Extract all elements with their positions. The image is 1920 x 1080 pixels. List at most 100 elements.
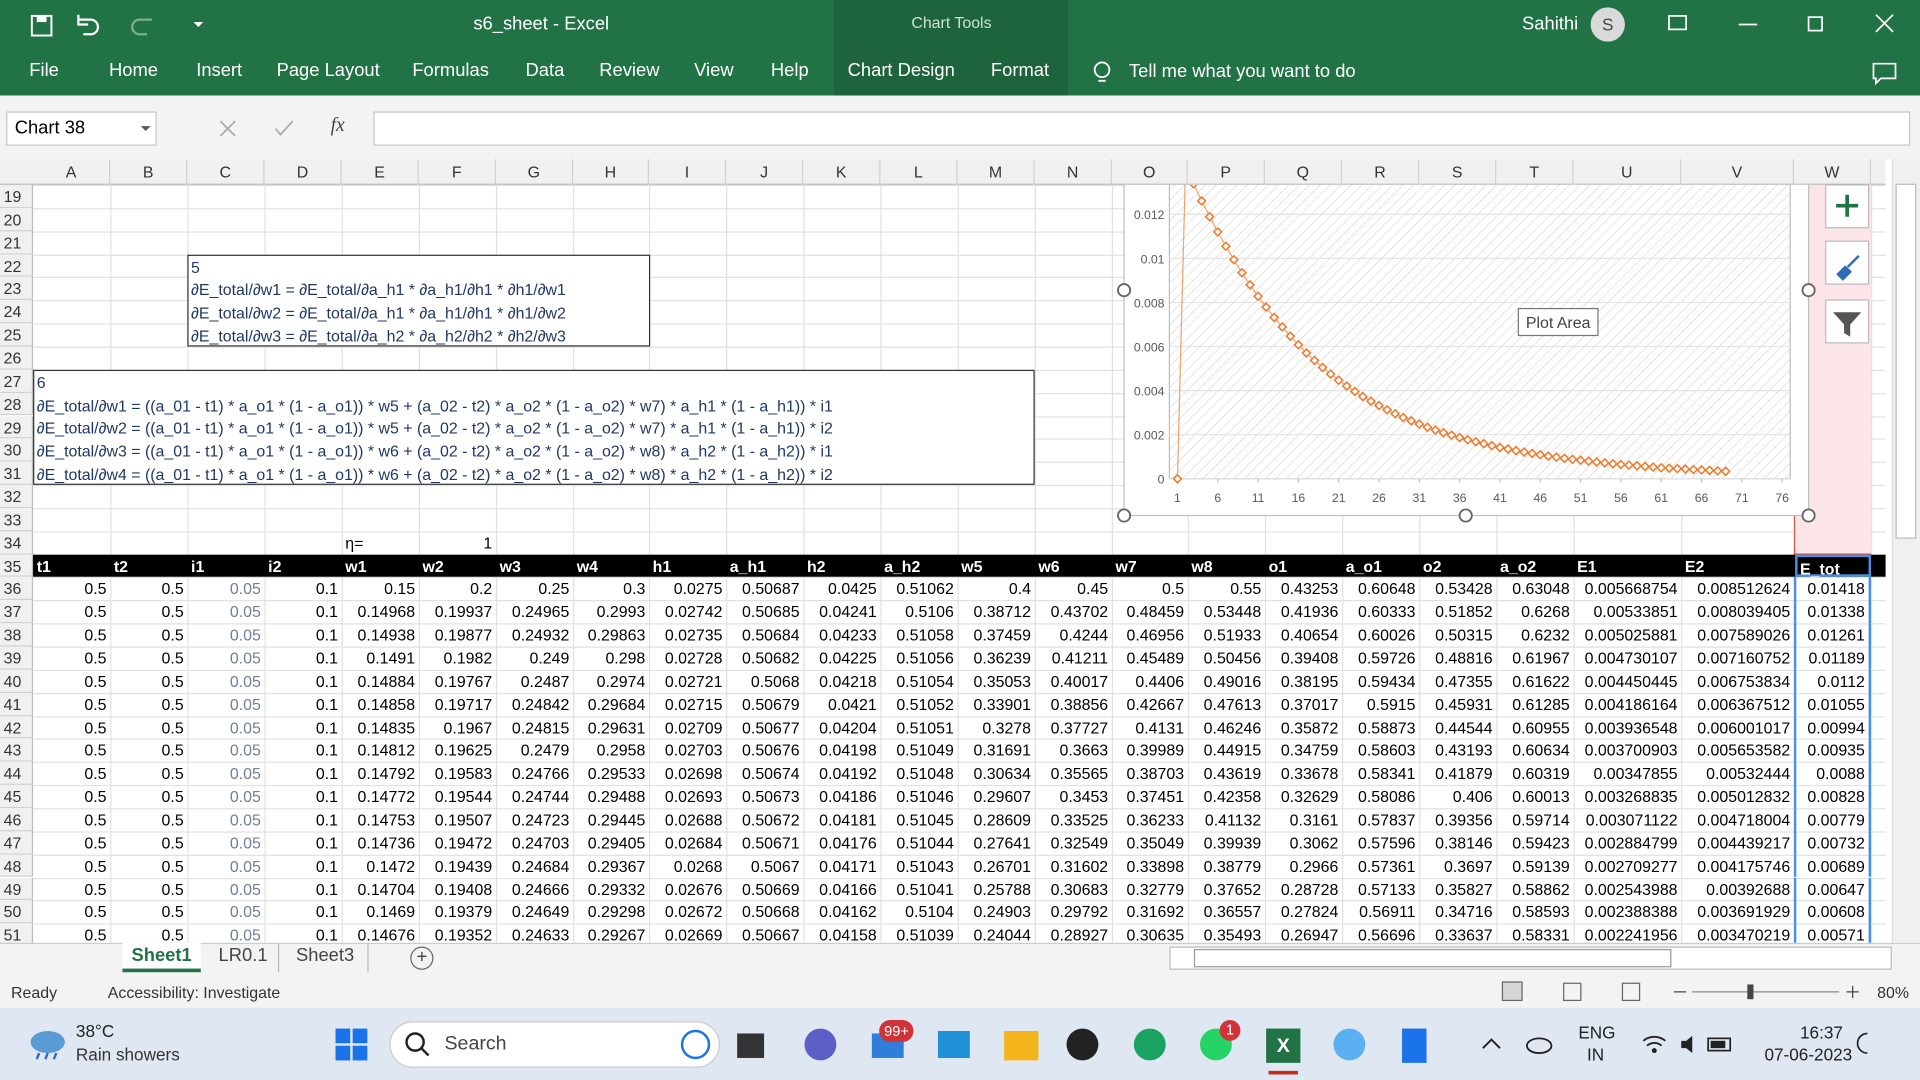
taskbar-apps: X [680,1028,1427,1075]
grid-row-line [33,738,1886,741]
chart-button[interactable] [1825,240,1870,285]
sheet-tab[interactable]: Sheet3 [283,942,369,973]
table-cell: 0.60955 [1512,718,1570,737]
weather-icon [30,1031,65,1060]
table-cell: 0.43702 [1050,602,1109,622]
table-cell: 0.59726 [1357,648,1416,668]
avatar[interactable]: S [1590,7,1625,42]
table-cell: 0.00608 [1793,900,1872,924]
table-cell: 0.02709 [664,718,723,737]
ribbon-tab[interactable]: File [29,60,59,81]
table-cell: 0.00828 [1793,785,1872,809]
formula-input[interactable] [373,111,1911,146]
tell-me[interactable]: Tell me what you want to do [1128,61,1356,83]
table-cell: 0.4406 [1135,672,1185,691]
chart-buttons[interactable] [1823,184,1872,349]
add-sheet[interactable]: + [410,946,434,970]
table-cell: 0.57361 [1357,856,1416,876]
ribbon-tab[interactable]: Chart Design [847,60,955,81]
table-cell: 0.002241956 [1584,925,1678,943]
marker [1189,184,1198,189]
comments-icon[interactable] [1871,61,1898,86]
table-cell: 0.1967 [443,718,493,737]
table-cell: 0.29332 [587,879,646,899]
ribbon-tab[interactable]: Home [108,60,158,81]
table-cell: 0.3278 [982,718,1032,737]
ribbon-tab[interactable]: Formulas [412,60,489,81]
table-cell: 0.61622 [1512,672,1570,691]
table-cell: 0.38779 [1203,856,1262,876]
marker [1422,422,1433,433]
v-scroll-thumb[interactable] [1895,183,1917,539]
table-cell: 0.05 [229,718,261,737]
sheet-tab[interactable]: LR0.1 [208,942,280,973]
table-cell: 0.05 [229,579,261,599]
marker [1285,331,1296,342]
table-cell: 0.406 [1452,787,1493,806]
h-scroll-thumb[interactable] [1193,948,1672,968]
table-cell: 0.29298 [587,902,646,922]
accessibility-status[interactable]: Accessibility: Investigate [107,983,281,1002]
table-cell: 0.0268 [673,856,723,876]
table-cell: 0.24903 [973,902,1032,922]
marker [1204,211,1215,222]
region[interactable]: IN [1586,1044,1605,1065]
clock-date[interactable]: 07-06-2023 [1764,1044,1853,1065]
clock-time[interactable]: 16:37 [1800,1022,1843,1043]
marker [1712,465,1723,476]
table-cell: 0.51045 [896,810,954,829]
ribbon-tab[interactable]: Review [599,60,660,81]
ribbon-tab[interactable]: Help [770,60,809,81]
table-header-cell: w4 [576,556,598,576]
row-header: 47 [0,831,34,855]
table-cell: 0.02672 [664,902,723,922]
table-cell: 0.1 [315,672,338,691]
table-cell: 0.29405 [587,833,646,852]
table-cell: 0.005668754 [1584,579,1678,599]
start-button[interactable] [334,1027,368,1061]
table-cell: 0.59714 [1512,810,1570,829]
resize-handle [1117,508,1132,523]
table-cell: 0.59423 [1512,833,1570,852]
chart-button[interactable] [1825,299,1870,344]
ribbon-tab[interactable]: View [694,60,734,81]
table-cell: 0.38856 [1050,695,1109,714]
table-cell: 0.002709277 [1584,856,1678,876]
table-cell: 0.50687 [742,579,800,599]
table-cell: 0.5 [84,764,107,783]
name-box[interactable]: Chart 38 [6,111,157,146]
table-cell: 0.41936 [1280,602,1339,622]
x-tick-label: 1 [1174,491,1181,505]
resize-handle [1117,283,1132,298]
sheet-tab[interactable]: Sheet1 [122,942,201,973]
ribbon-tab[interactable]: Insert [196,60,243,81]
marker [1236,267,1247,278]
column-header: P [1188,159,1265,185]
ribbon-tab[interactable]: Format [990,60,1050,81]
marker [1220,241,1231,252]
table-cell: 0.50682 [742,648,800,668]
table-cell: 0.60319 [1512,764,1570,783]
table-cell: 0.5 [1161,579,1185,599]
plot-area [1168,184,1791,480]
resize-handle [1458,508,1473,523]
ribbon-tab[interactable]: Data [525,60,565,81]
search-box[interactable] [389,1021,721,1068]
zoom-level[interactable]: 80% [1877,983,1910,1002]
language[interactable]: ENG [1578,1022,1616,1043]
table-cell: 0.38195 [1280,672,1339,691]
x-tick-label: 61 [1654,491,1668,505]
table-cell: 0.29684 [587,695,646,714]
column-header: S [1419,159,1497,185]
table-cell: 0.02715 [664,695,723,714]
marker [1704,465,1715,476]
table-cell: 0.05 [229,741,261,760]
x-tick-label: 6 [1214,491,1221,505]
grid-row-line [33,184,1886,187]
y-tick-label: 0.008 [1134,296,1165,310]
marker [1486,440,1497,451]
ribbon-tab[interactable]: Page Layout [276,60,380,81]
table-cell: 0.003691929 [1697,902,1791,922]
grid-row-line [33,692,1886,694]
